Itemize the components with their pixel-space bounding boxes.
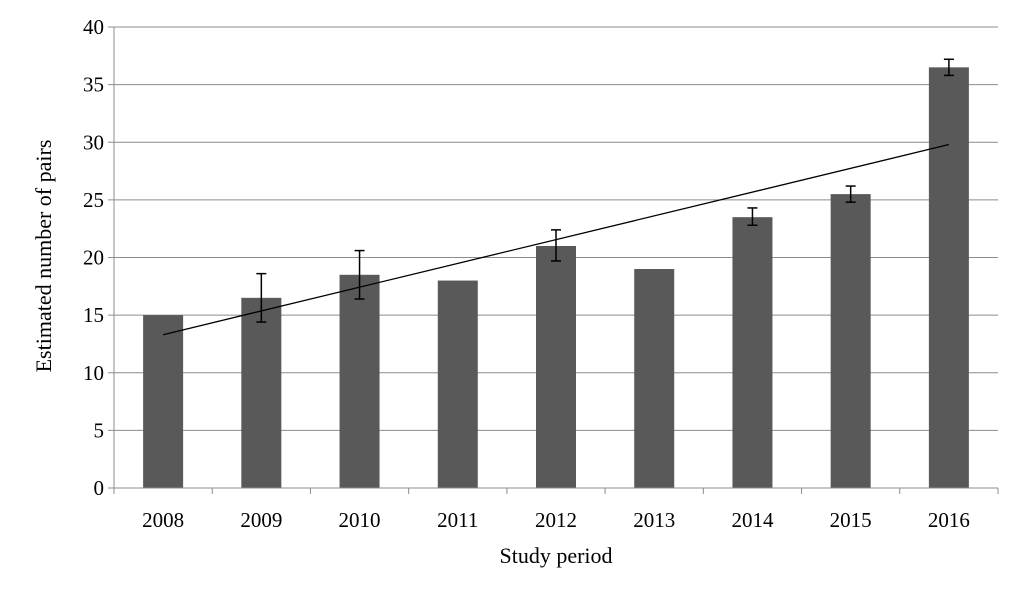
x-tick-label: 2016 xyxy=(928,508,970,532)
trendline-line xyxy=(162,143,950,336)
y-axis-title: Estimated number of pairs xyxy=(31,140,56,373)
y-tick-label: 40 xyxy=(83,15,104,39)
x-tick-label: 2012 xyxy=(535,508,577,532)
error-bars xyxy=(256,58,954,323)
bars xyxy=(143,67,969,489)
bar-2014 xyxy=(732,217,773,488)
bar-2015 xyxy=(830,194,871,489)
y-tick-label: 30 xyxy=(83,130,104,154)
bar-2009 xyxy=(241,297,282,488)
y-tick-label: 15 xyxy=(83,303,104,327)
trendline xyxy=(162,143,950,336)
x-tick-label: 2013 xyxy=(633,508,675,532)
x-tick-label: 2010 xyxy=(339,508,381,532)
x-tick-label: 2008 xyxy=(142,508,184,532)
y-tick-label: 25 xyxy=(83,188,104,212)
y-tick-label: 35 xyxy=(83,73,104,97)
x-tick-label: 2011 xyxy=(437,508,478,532)
bar-2013 xyxy=(634,269,675,488)
bar-2016 xyxy=(928,67,969,489)
bar-2010 xyxy=(339,274,380,488)
x-tick-label: 2015 xyxy=(830,508,872,532)
bar-2011 xyxy=(437,280,478,488)
x-axis-title: Study period xyxy=(499,543,612,568)
bar-2012 xyxy=(536,245,576,488)
tick-labels: 0 5 10 15 20 25 30 35 40 2008 2009 2010 2011 2012 2013… xyxy=(83,15,970,532)
y-tick-label: 5 xyxy=(94,418,105,442)
axes xyxy=(108,26,999,494)
y-tick-label: 20 xyxy=(83,246,104,270)
x-tick-label: 2014 xyxy=(731,508,774,532)
y-tick-label: 0 xyxy=(94,476,105,500)
bar-2008 xyxy=(143,315,184,488)
y-tick-label: 10 xyxy=(83,361,104,385)
x-tick-label: 2009 xyxy=(240,508,282,532)
